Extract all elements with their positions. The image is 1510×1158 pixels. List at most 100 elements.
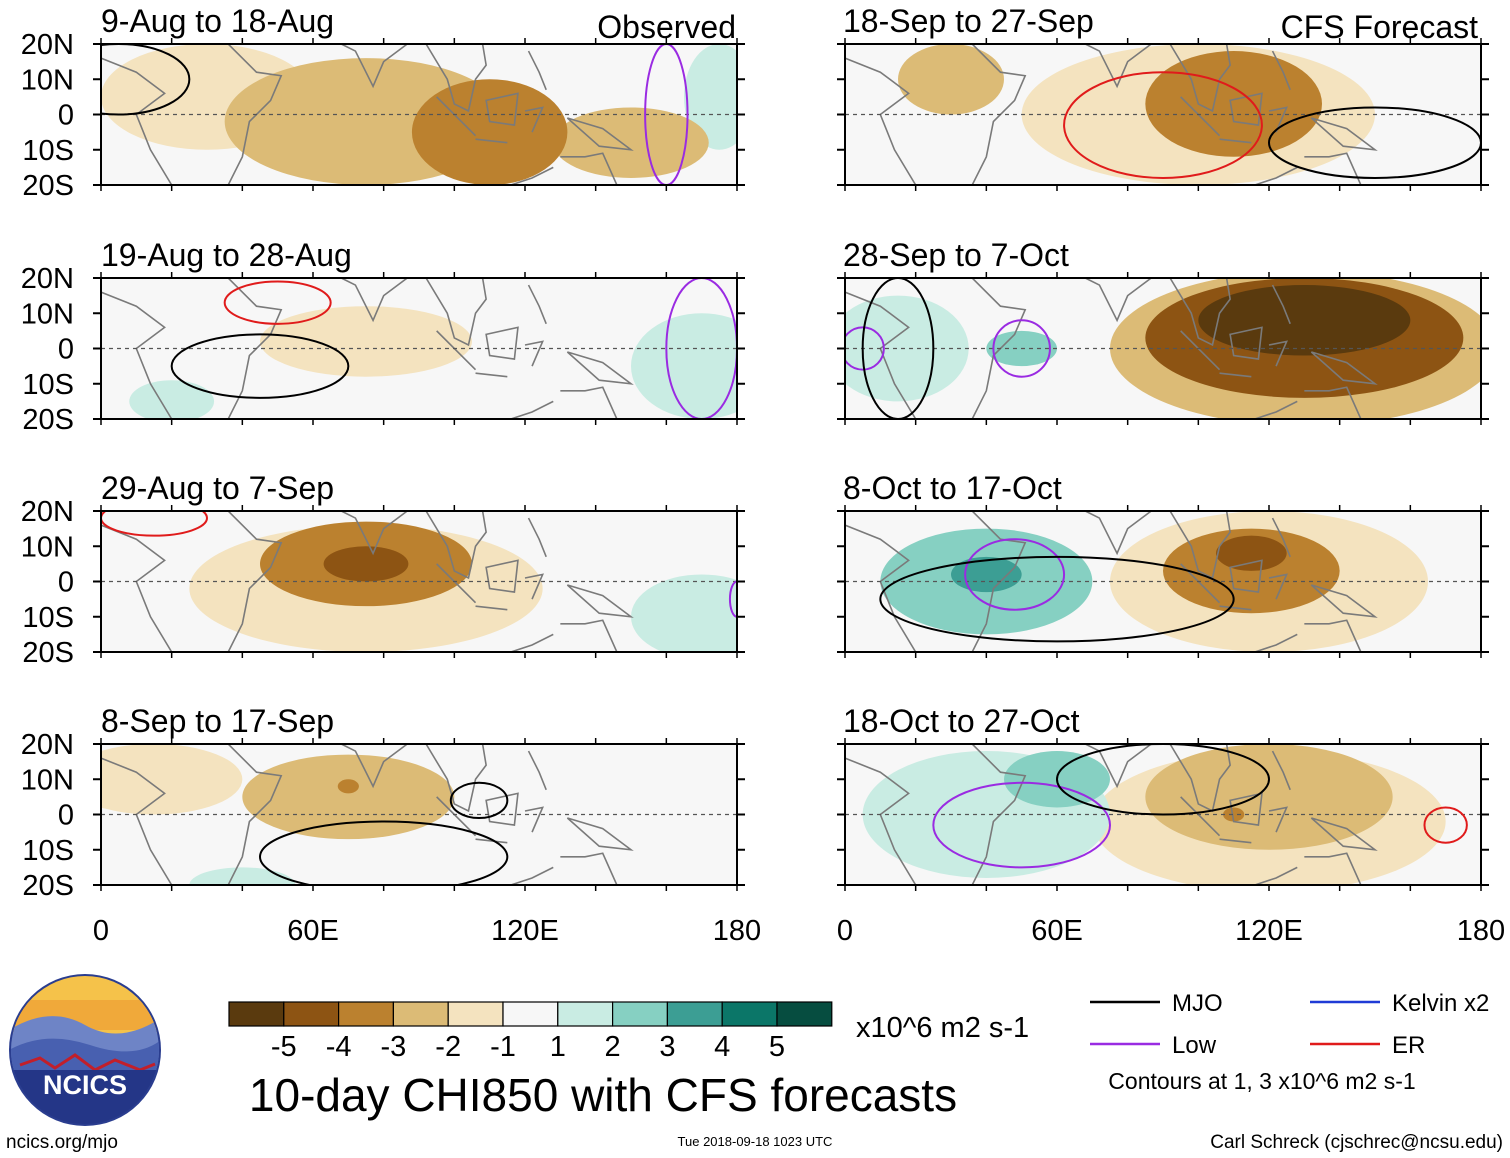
panel-title: 28-Sep to 7-Oct <box>843 237 1069 273</box>
colorbar-label: 5 <box>769 1031 785 1063</box>
anomaly-blob <box>684 44 737 150</box>
colorbar-swatch <box>666 1001 723 1027</box>
x-tick-label: 0 <box>837 915 853 947</box>
map-panel: 28-Sep to 7-Oct <box>837 237 1489 425</box>
map-panel: 0 60E 120E 180 18-Oct to 27-Oct <box>837 703 1505 947</box>
colorbar-swatch <box>721 1001 778 1027</box>
contour-low <box>964 538 1066 611</box>
units-label: x10^6 m2 s-1 <box>856 1012 1029 1044</box>
contour-low <box>845 326 885 371</box>
contour-low <box>932 781 1112 869</box>
colorbar-label: -1 <box>490 1031 516 1063</box>
anomaly-blob <box>1216 535 1287 571</box>
logo-text: NCICS <box>43 1070 127 1100</box>
anomaly-blob <box>631 574 737 652</box>
y-tick-label: 10S <box>22 835 74 867</box>
coastline <box>845 278 1378 419</box>
legend: MJO Kelvin x2 Low ER <box>1090 990 1489 1059</box>
colorbar: -5 -4 -3 -2 -1 1 2 3 4 5 <box>228 1001 833 1063</box>
ncics-logo: NCICS <box>9 974 161 1126</box>
contour-mjo <box>1268 106 1481 179</box>
legend-label: Low <box>1172 1032 1217 1059</box>
y-tick-label: 10N <box>21 298 74 330</box>
panel-title: 8-Oct to 17-Oct <box>843 470 1062 506</box>
colorbar-label: -3 <box>381 1031 407 1063</box>
panel-title: 18-Oct to 27-Oct <box>843 703 1080 739</box>
contour-er <box>101 511 208 537</box>
contour-er <box>223 280 332 325</box>
anomaly-blob <box>631 313 737 419</box>
author: Carl Schreck (cjschrec@ncsu.edu) <box>1210 1132 1503 1153</box>
y-tick-label: 0 <box>58 334 74 366</box>
map-panel: 18-Sep to 27-Sep <box>837 3 1489 191</box>
legend-label: Kelvin x2 <box>1392 990 1489 1017</box>
coastline <box>845 511 1378 652</box>
y-tick-label: 0 <box>58 567 74 599</box>
anomaly-blob <box>323 546 409 582</box>
colorbar-label: -2 <box>435 1031 461 1063</box>
y-tick-label: 10S <box>22 135 74 167</box>
y-tick-label: 20N <box>21 263 74 295</box>
map-panel: 8-Oct to 17-Oct <box>837 470 1489 658</box>
colorbar-label: 3 <box>659 1031 675 1063</box>
contour-er <box>1063 71 1263 179</box>
panel-title: 19-Aug to 28-Aug <box>101 237 352 273</box>
anomaly-blob <box>411 79 568 185</box>
contour-mjo <box>170 333 350 399</box>
anomaly-blob <box>1223 807 1245 822</box>
y-tick-label: 0 <box>58 100 74 132</box>
contour-mjo <box>449 781 509 820</box>
contour-mjo <box>879 555 1235 643</box>
anomaly-blob <box>242 754 455 840</box>
x-tick-label: 0 <box>93 915 109 947</box>
coastline <box>101 44 634 185</box>
anomaly-blob <box>951 556 1022 593</box>
y-tick-label: 20S <box>22 637 74 669</box>
site-url: ncics.org/mjo <box>6 1132 118 1153</box>
y-tick-label: 10N <box>21 764 74 796</box>
y-tick-label: 20S <box>22 404 74 436</box>
anomaly-blob <box>1198 285 1411 356</box>
colorbar-label: 4 <box>714 1031 730 1063</box>
colorbar-swatch <box>611 1001 668 1027</box>
anomaly-blob <box>189 867 296 885</box>
contour-mjo <box>1056 744 1270 816</box>
contour-low <box>644 44 689 185</box>
main-title: 10-day CHI850 with CFS forecasts <box>249 1069 957 1121</box>
y-tick-label: 10N <box>21 531 74 563</box>
x-tick-label: 180 <box>713 915 761 947</box>
colorbar-swatch <box>447 1001 504 1027</box>
panel-title: 18-Sep to 27-Sep <box>843 3 1094 39</box>
colorbar-label: 1 <box>550 1031 566 1063</box>
colorbar-label: -5 <box>271 1031 297 1063</box>
colorbar-swatch <box>392 1001 449 1027</box>
panel-title: 29-Aug to 7-Sep <box>101 470 334 506</box>
x-tick-label: 120E <box>1235 915 1303 947</box>
colorbar-swatch <box>283 1001 340 1027</box>
anomaly-blob <box>845 295 969 402</box>
forecast-label: CFS Forecast <box>1281 9 1478 45</box>
x-tick-label: 120E <box>491 915 559 947</box>
anomaly-blob <box>1145 744 1393 850</box>
colorbar-swatch <box>228 1001 285 1027</box>
y-tick-label: 10S <box>22 602 74 634</box>
anomaly-blob <box>129 380 215 419</box>
contour-low <box>665 278 737 419</box>
coastline <box>101 744 634 885</box>
colorbar-label: 2 <box>605 1031 621 1063</box>
panel-title: 8-Sep to 17-Sep <box>101 703 334 739</box>
y-tick-label: 20N <box>21 729 74 761</box>
anomaly-blob <box>337 779 359 794</box>
contour-low <box>728 580 737 618</box>
contour-er <box>1423 806 1468 844</box>
panel-title: 9-Aug to 18-Aug <box>101 3 334 39</box>
y-tick-label: 20N <box>21 496 74 528</box>
colorbar-swatch <box>338 1001 395 1027</box>
y-tick-label: 10S <box>22 369 74 401</box>
contour-mjo <box>259 820 509 885</box>
colorbar-swatch <box>557 1001 614 1027</box>
legend-label: MJO <box>1172 990 1223 1017</box>
